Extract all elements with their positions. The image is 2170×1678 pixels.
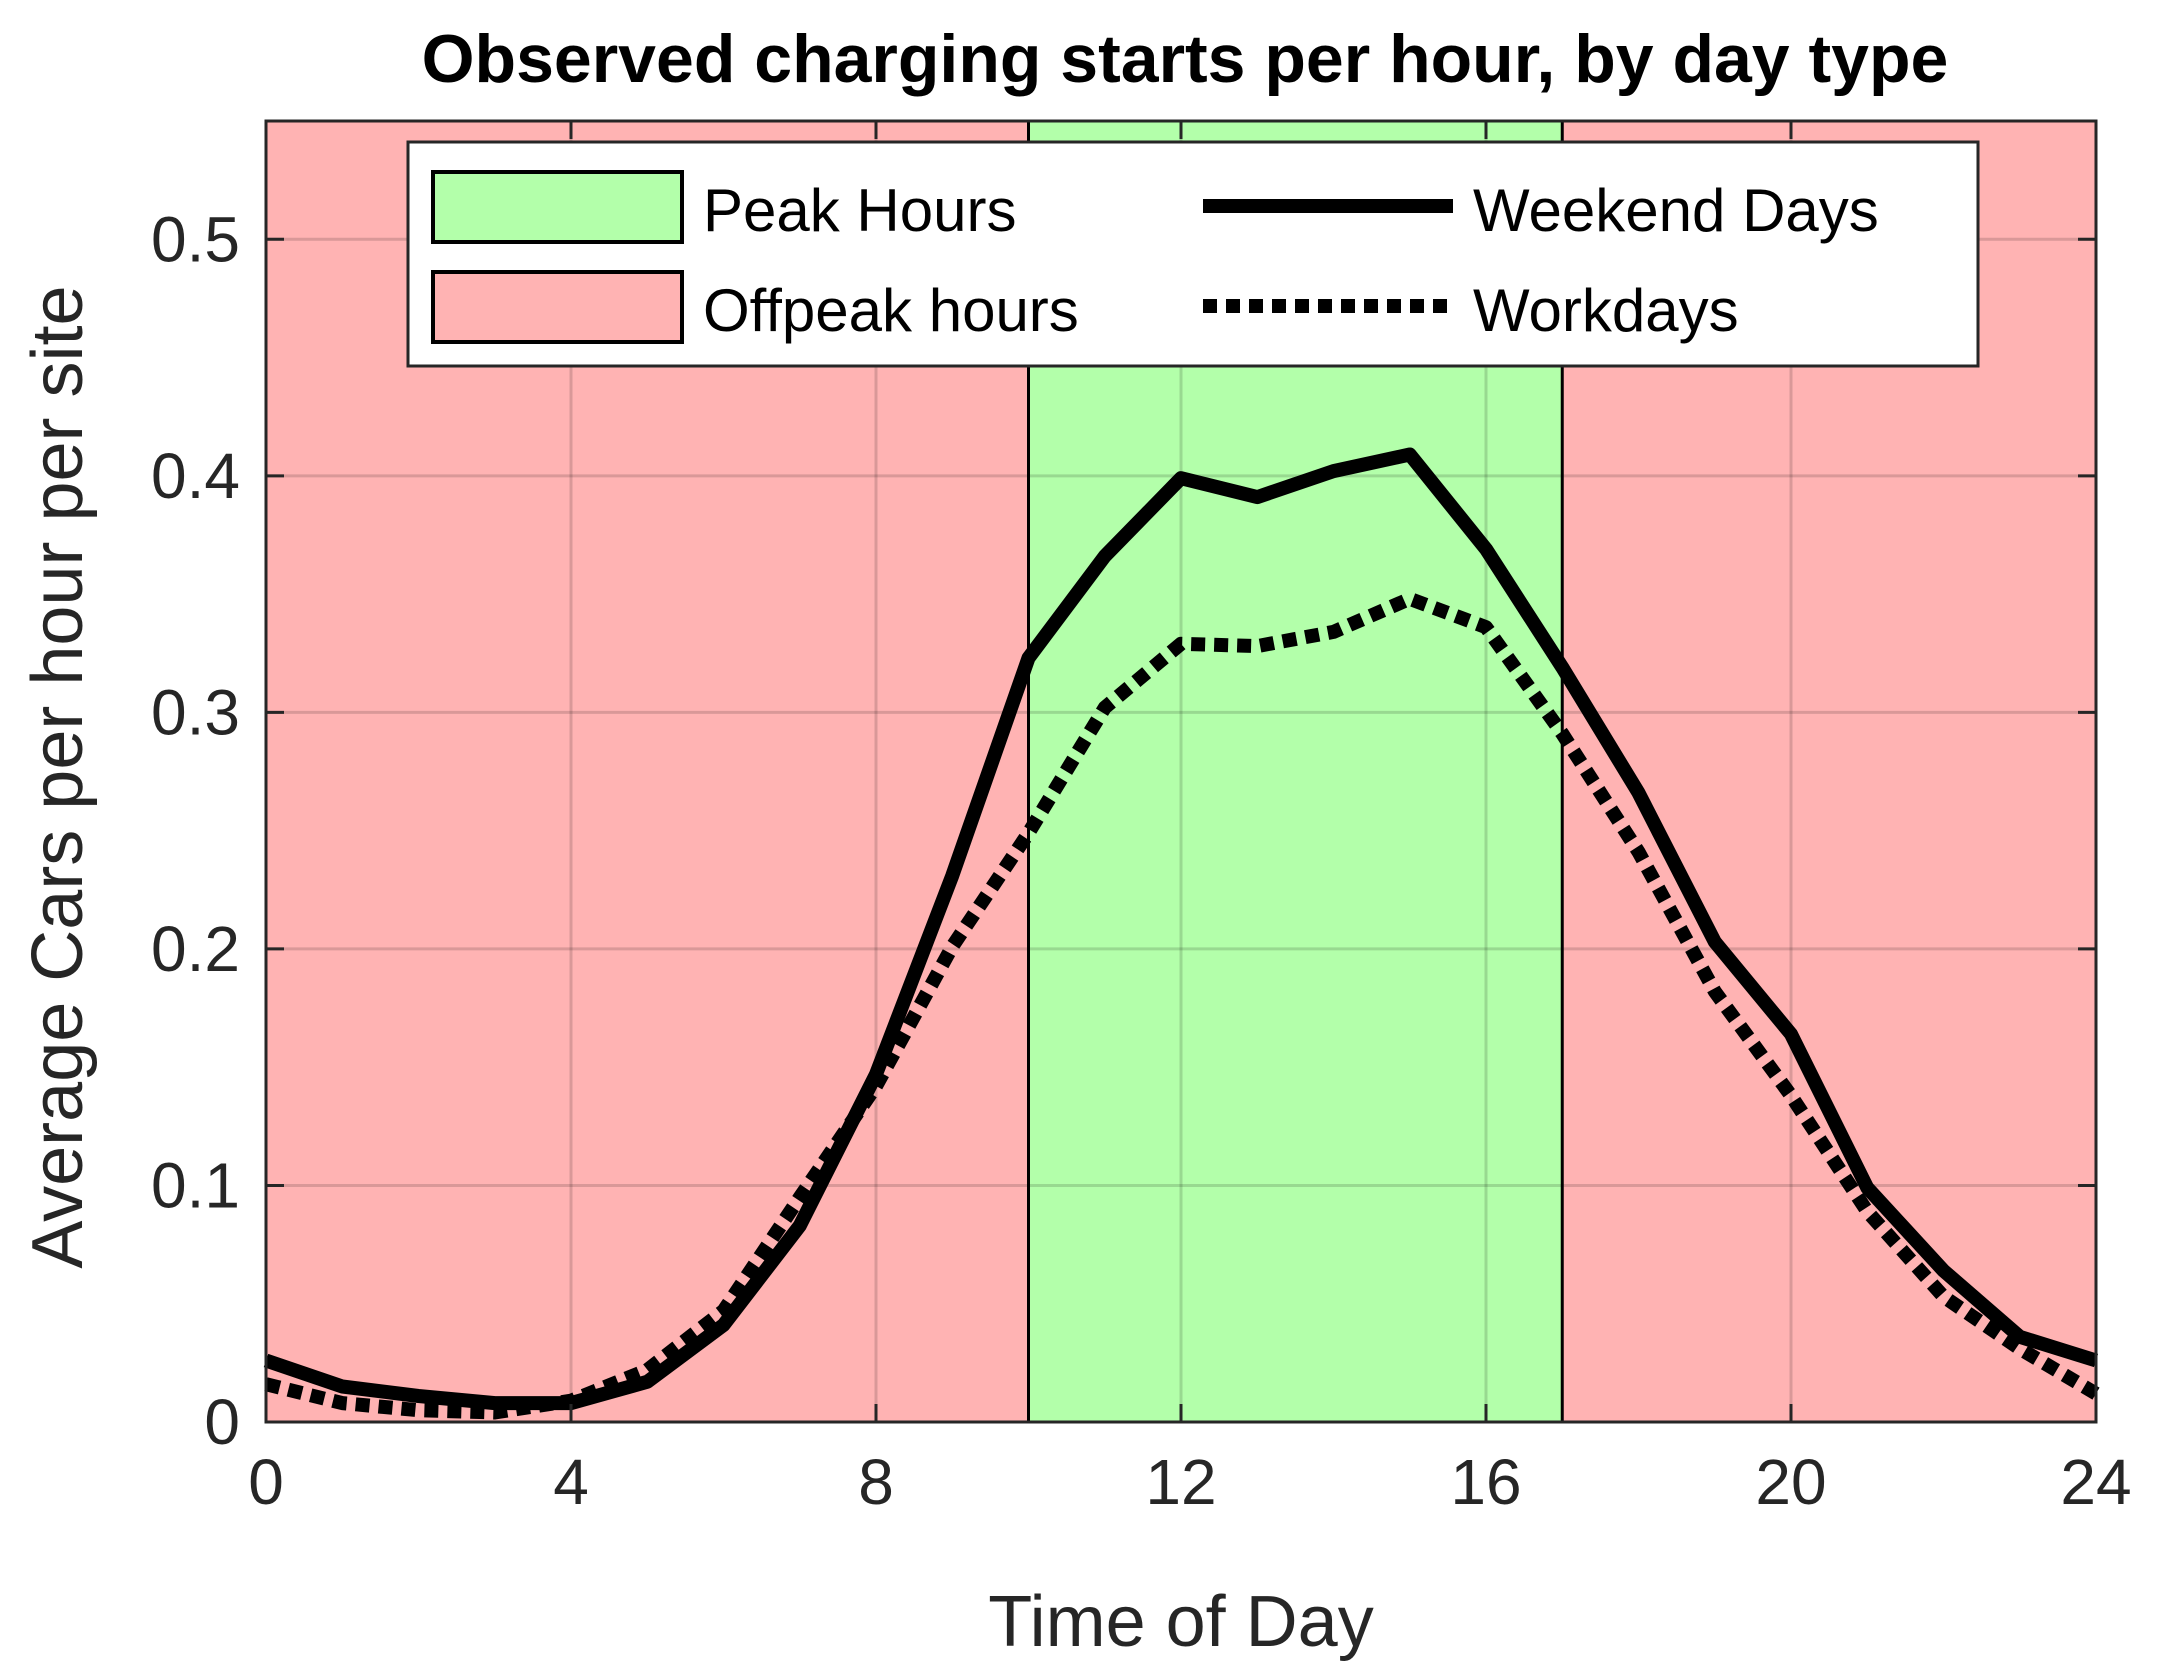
tick-labels: 0 4 8 12 16 20 24 0 0.1 0.2 0.3 0.4 0.5: [151, 203, 2132, 1518]
y-tick-label-3: 0.3: [151, 676, 240, 748]
axes-frame: [264, 119, 2098, 1424]
series-lines: [263, 447, 2100, 1420]
x-tick-label-5: 20: [1755, 1446, 1826, 1518]
x-tick-label-2: 8: [858, 1446, 894, 1518]
y-tick-label-4: 0.4: [151, 440, 240, 512]
x-tick-label-1: 4: [553, 1446, 589, 1518]
y-tick-label-2: 0.2: [151, 913, 240, 985]
legend-label-offpeak: Offpeak hours: [703, 277, 1079, 344]
legend-label-weekend: Weekend Days: [1473, 177, 1879, 244]
y-axis-label: Average Cars per hour per site: [18, 285, 98, 1268]
x-tick-label-3: 12: [1145, 1446, 1216, 1518]
legend-label-workdays: Workdays: [1473, 277, 1739, 344]
y-tick-label-1: 0.1: [151, 1149, 240, 1221]
x-axis-label: Time of Day: [988, 1582, 1373, 1662]
legend: Peak Hours Offpeak hours Weekend Days Wo…: [406, 140, 1980, 368]
x-tick-label-4: 16: [1450, 1446, 1521, 1518]
x-tick-label-6: 24: [2060, 1446, 2131, 1518]
x-tick-label-0: 0: [248, 1446, 284, 1518]
legend-label-peak: Peak Hours: [703, 177, 1016, 244]
legend-swatch-peak: [431, 170, 684, 244]
legend-swatch-offpeak: [431, 270, 684, 344]
series-line-workdays: [264, 591, 2100, 1420]
chart-title: Observed charging starts per hour, by da…: [422, 21, 1949, 97]
y-tick-label-5: 0.5: [151, 203, 240, 275]
y-tick-label-0: 0: [204, 1386, 240, 1458]
